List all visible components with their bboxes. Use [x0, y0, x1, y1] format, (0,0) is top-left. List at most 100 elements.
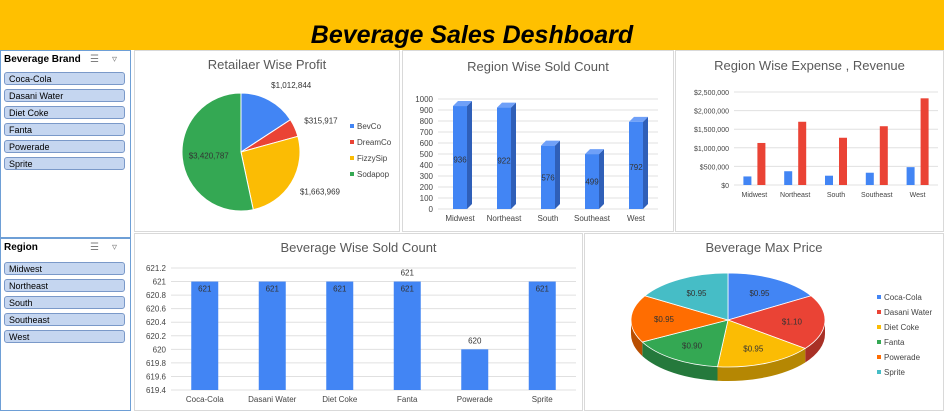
data-label: 922: [497, 156, 511, 165]
pie-slice: [644, 272, 729, 321]
slicer-item-coca-cola[interactable]: Coca-Cola: [4, 72, 125, 85]
data-label: 621: [198, 285, 212, 294]
region-sold-count-plot: 0 100 200 300 400 500 600 700 800 900 1000 Midwest N…: [415, 95, 658, 223]
slicer-header: Beverage Brand ☰ ▿: [1, 51, 130, 69]
pie-slice: [240, 92, 292, 153]
bar: [879, 126, 888, 185]
x-tick-label: Sprite: [532, 395, 553, 404]
dashboard-title: Beverage Sales Deshboard: [310, 21, 634, 49]
pie-slice: [181, 92, 254, 212]
chart-title: Region Wise Sold Count: [467, 59, 609, 74]
slicer-item-southeast[interactable]: Southeast: [4, 313, 125, 326]
y-tick-label: 619.8: [146, 359, 167, 368]
chart-title: Region Wise Expense , Revenue: [714, 58, 905, 73]
legend-label: BevCo: [357, 122, 382, 131]
x-tick-label: West: [910, 192, 926, 199]
y-tick-label: 619.6: [146, 372, 167, 381]
dashboard-header: Beverage Sales Deshboard: [0, 0, 944, 50]
chart-title: Retailaer Wise Profit: [207, 57, 327, 72]
legend-label: Sprite: [884, 368, 905, 377]
x-tick-label: Southeast: [861, 192, 893, 199]
multi-select-icon[interactable]: ☰: [90, 54, 99, 65]
region-expense-revenue-plot: $0 $500,000 $1,000,000 $1,500,000 $2,000,000…: [694, 90, 938, 199]
data-label: $315,917: [304, 117, 338, 126]
x-tick-label: Coca-Cola: [186, 395, 224, 404]
y-tick-label: 620.2: [146, 332, 167, 341]
bar-side: [555, 140, 560, 209]
retailer-profit-plot: $1,012,844 $315,917 $1,663,969 $3,420,787 Be…: [181, 81, 392, 212]
bar: [743, 176, 752, 185]
y-tick-label: 620.8: [146, 291, 167, 300]
bar-top: [453, 101, 472, 107]
beverage-sold-count-chart: Beverage Wise Sold Count 619.4 619.6 619.8…: [134, 233, 583, 411]
slicer-item-fanta[interactable]: Fanta: [4, 123, 125, 136]
legend-label: Powerade: [884, 353, 921, 362]
region-slicer: Region ☰ ▿ Midwest Northeast South South…: [0, 238, 131, 411]
data-label: 621: [536, 285, 550, 294]
multi-select-icon[interactable]: ☰: [90, 242, 99, 253]
x-tick-label: Midwest: [445, 214, 475, 223]
bar: [528, 281, 556, 390]
pie-slice: [630, 295, 730, 343]
data-label: $1.10: [782, 318, 803, 327]
clear-filter-icon[interactable]: ▿: [112, 54, 118, 65]
region-sold-count-chart: Region Wise Sold Count 0 100 200 300 400 500 6…: [402, 50, 674, 232]
slicer-item-northeast[interactable]: Northeast: [4, 279, 125, 292]
legend-label: Fanta: [884, 338, 905, 347]
clear-filter-icon[interactable]: ▿: [112, 242, 118, 253]
data-label: $0.95: [654, 315, 675, 324]
x-tick-label: Southeast: [574, 214, 611, 223]
y-tick-label: 100: [420, 194, 434, 203]
beverage-sold-count-plot: 619.4 619.6 619.8 620 620.2 620.4 620.6 620.8 62…: [146, 264, 576, 404]
bar: [825, 175, 833, 185]
data-label: 621: [401, 269, 415, 278]
slicer-item-west[interactable]: West: [4, 330, 125, 343]
y-tick-label: 0: [429, 205, 434, 214]
slicer-item-sprite[interactable]: Sprite: [4, 157, 125, 170]
slicer-item-south[interactable]: South: [4, 296, 125, 309]
y-tick-label: 400: [420, 161, 434, 170]
y-tick-label: $0: [721, 183, 729, 190]
bar: [757, 142, 766, 185]
legend-label: Coca-Cola: [884, 293, 922, 302]
pie-slice: [727, 272, 812, 321]
data-label: 499: [585, 177, 599, 186]
bar: [585, 154, 599, 209]
data-label: $0.95: [743, 344, 764, 353]
y-tick-label: 620.4: [146, 318, 167, 327]
bar: [393, 281, 421, 390]
data-label: $0.90: [682, 342, 703, 351]
slicer-item-powerade[interactable]: Powerade: [4, 140, 125, 153]
y-tick-label: 1000: [415, 95, 433, 104]
x-tick-label: Northeast: [487, 214, 522, 223]
y-tick-label: 300: [420, 172, 434, 181]
slicer-title: Region: [4, 242, 38, 253]
y-tick-label: 900: [420, 106, 434, 115]
slicer-item-dasani-water[interactable]: Dasani Water: [4, 89, 125, 102]
bar-side: [467, 101, 472, 209]
bar-top: [585, 149, 604, 155]
x-tick-label: Dasani Water: [248, 395, 297, 404]
y-tick-label: $1,000,000: [694, 146, 729, 153]
y-tick-label: $2,500,000: [694, 90, 729, 97]
y-tick-label: 800: [420, 117, 434, 126]
beverage-brand-slicer: Beverage Brand ☰ ▿ Coca-Cola Dasani Wate…: [0, 50, 131, 238]
pie-side: [631, 320, 643, 357]
legend-label: Sodapop: [357, 170, 390, 179]
legend-label: FizzySip: [357, 154, 388, 163]
pie-slice: [240, 135, 301, 211]
slicer-item-diet-coke[interactable]: Diet Coke: [4, 106, 125, 119]
beverage-max-price-chart: Beverage Max Price $0.95 $1.10 $0.95 $0.90 $…: [584, 233, 944, 411]
bar: [906, 167, 915, 185]
data-label: 576: [541, 173, 555, 182]
data-label: $1,012,844: [271, 81, 312, 90]
y-tick-label: $500,000: [700, 164, 729, 171]
slicer-item-midwest[interactable]: Midwest: [4, 262, 125, 275]
pie-slice: [717, 319, 807, 368]
bar-side: [511, 102, 516, 209]
y-tick-label: 619.4: [146, 386, 167, 395]
legend-swatch: [877, 310, 881, 314]
y-tick-label: 620: [153, 345, 167, 354]
legend-swatch: [877, 325, 881, 329]
bar: [453, 106, 467, 209]
